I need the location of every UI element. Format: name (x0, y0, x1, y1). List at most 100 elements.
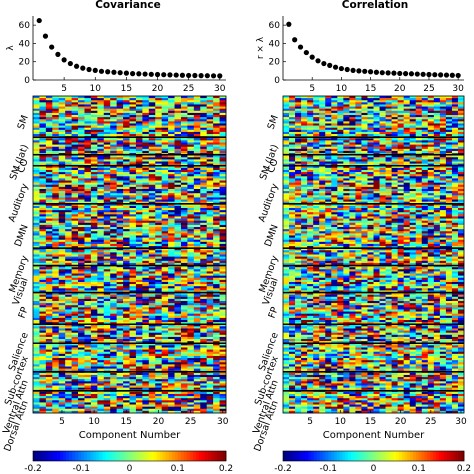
heatmap-cell (187, 172, 195, 175)
heatmap-cell (110, 237, 117, 240)
heatmap-cell (343, 115, 350, 118)
heatmap-cell (45, 383, 53, 386)
heatmap-cell (71, 224, 79, 228)
heatmap-cell (84, 256, 92, 260)
heatmap-cell (58, 398, 66, 401)
heatmap-cell (200, 366, 207, 369)
heatmap-cell (97, 241, 105, 245)
heatmap-cell (71, 195, 79, 198)
heatmap-cell (135, 161, 143, 164)
heatmap-cell (65, 309, 72, 312)
heatmap-cell (155, 115, 162, 118)
heatmap-cell (174, 191, 182, 194)
heatmap-cell (110, 385, 117, 388)
heatmap-cell (174, 296, 182, 300)
heatmap-cell (193, 172, 201, 175)
heatmap-cell (84, 250, 92, 253)
heatmap-cell (33, 279, 40, 283)
heatmap-cell (161, 377, 169, 380)
heatmap-cell (116, 281, 124, 285)
heatmap-cell (148, 313, 156, 317)
heatmap-cell (65, 106, 72, 109)
heatmap-cell (148, 159, 156, 162)
heatmap-cell (148, 393, 156, 397)
heatmap-cell (123, 347, 130, 350)
heatmap-cell (142, 142, 150, 145)
heatmap-cell (45, 307, 53, 310)
heatmap-cell (116, 106, 124, 109)
heatmap-cell (39, 218, 47, 221)
heatmap-cell (193, 233, 201, 236)
heatmap-cell (219, 203, 227, 207)
heatmap-cell (39, 404, 47, 407)
heatmap-cell (116, 222, 124, 226)
heatmap-cell (58, 134, 66, 137)
heatmap-cell (373, 98, 380, 101)
heatmap-cell (180, 125, 188, 128)
heatmap-cell (90, 169, 98, 173)
heatmap-cell (168, 404, 175, 407)
heatmap-cell (174, 269, 182, 272)
heatmap-cell (78, 127, 85, 131)
heatmap-cell (97, 330, 105, 333)
heatmap-cell (65, 220, 72, 224)
heatmap-cell (187, 184, 195, 188)
heatmap-cell (155, 330, 162, 333)
heatmap-cell (135, 115, 143, 118)
heatmap-cell (33, 210, 40, 213)
heatmap-cell (174, 110, 182, 114)
eigenvalue-point (161, 72, 167, 78)
heatmap-cell (439, 100, 447, 103)
heatmap-cell (193, 396, 201, 399)
eigenvalue-point (362, 68, 368, 74)
heatmap-cell (129, 379, 137, 382)
heatmap-cell (129, 193, 137, 196)
heatmap-cell (116, 284, 124, 287)
heatmap-cell (71, 311, 79, 314)
heatmap-x-tick-label: 10 (88, 417, 100, 427)
heatmap-cell (90, 377, 98, 380)
heatmap-cell (33, 176, 40, 179)
heatmap-cell (103, 218, 111, 221)
heatmap-cell (71, 391, 79, 395)
heatmap-cell (155, 393, 162, 397)
heatmap-cell (78, 368, 85, 372)
heatmap-cell (193, 391, 201, 395)
heatmap-cell (200, 311, 207, 314)
heatmap-cell (84, 368, 92, 372)
heatmap-cell (379, 117, 386, 120)
heatmap-cell (110, 404, 117, 407)
heatmap-cell (193, 216, 201, 219)
heatmap-cell (187, 218, 195, 221)
heatmap-cell (65, 256, 72, 260)
heatmap-cell (78, 322, 85, 325)
heatmap-cell (161, 271, 169, 274)
heatmap-cell (161, 250, 169, 253)
heatmap-cell (161, 127, 169, 131)
heatmap-cell (39, 269, 47, 272)
heatmap-cell (168, 260, 175, 264)
heatmap-cell (161, 273, 169, 276)
heatmap-cell (90, 332, 98, 336)
heatmap-cell (349, 115, 356, 118)
heatmap-cell (142, 303, 150, 306)
heatmap-cell (219, 155, 227, 158)
heatmap-cell (148, 402, 156, 405)
heatmap-cell (206, 172, 214, 175)
heatmap-cell (33, 281, 40, 285)
heatmap-cell (97, 341, 105, 344)
heatmap-cell (148, 296, 156, 300)
heatmap-cell (213, 347, 220, 350)
heatmap-cell (174, 279, 182, 283)
heatmap-cell (180, 345, 188, 348)
heatmap-cell (174, 381, 182, 384)
heatmap-cell (155, 243, 162, 247)
heatmap-cell (39, 317, 47, 321)
heatmap-cell (142, 110, 150, 114)
heatmap-cell (385, 98, 392, 101)
heatmap-cell (367, 104, 374, 107)
heatmap-cell (337, 106, 344, 109)
heatmap-cell (71, 252, 79, 255)
heatmap-cell (187, 400, 195, 403)
heatmap-cell (148, 381, 156, 384)
